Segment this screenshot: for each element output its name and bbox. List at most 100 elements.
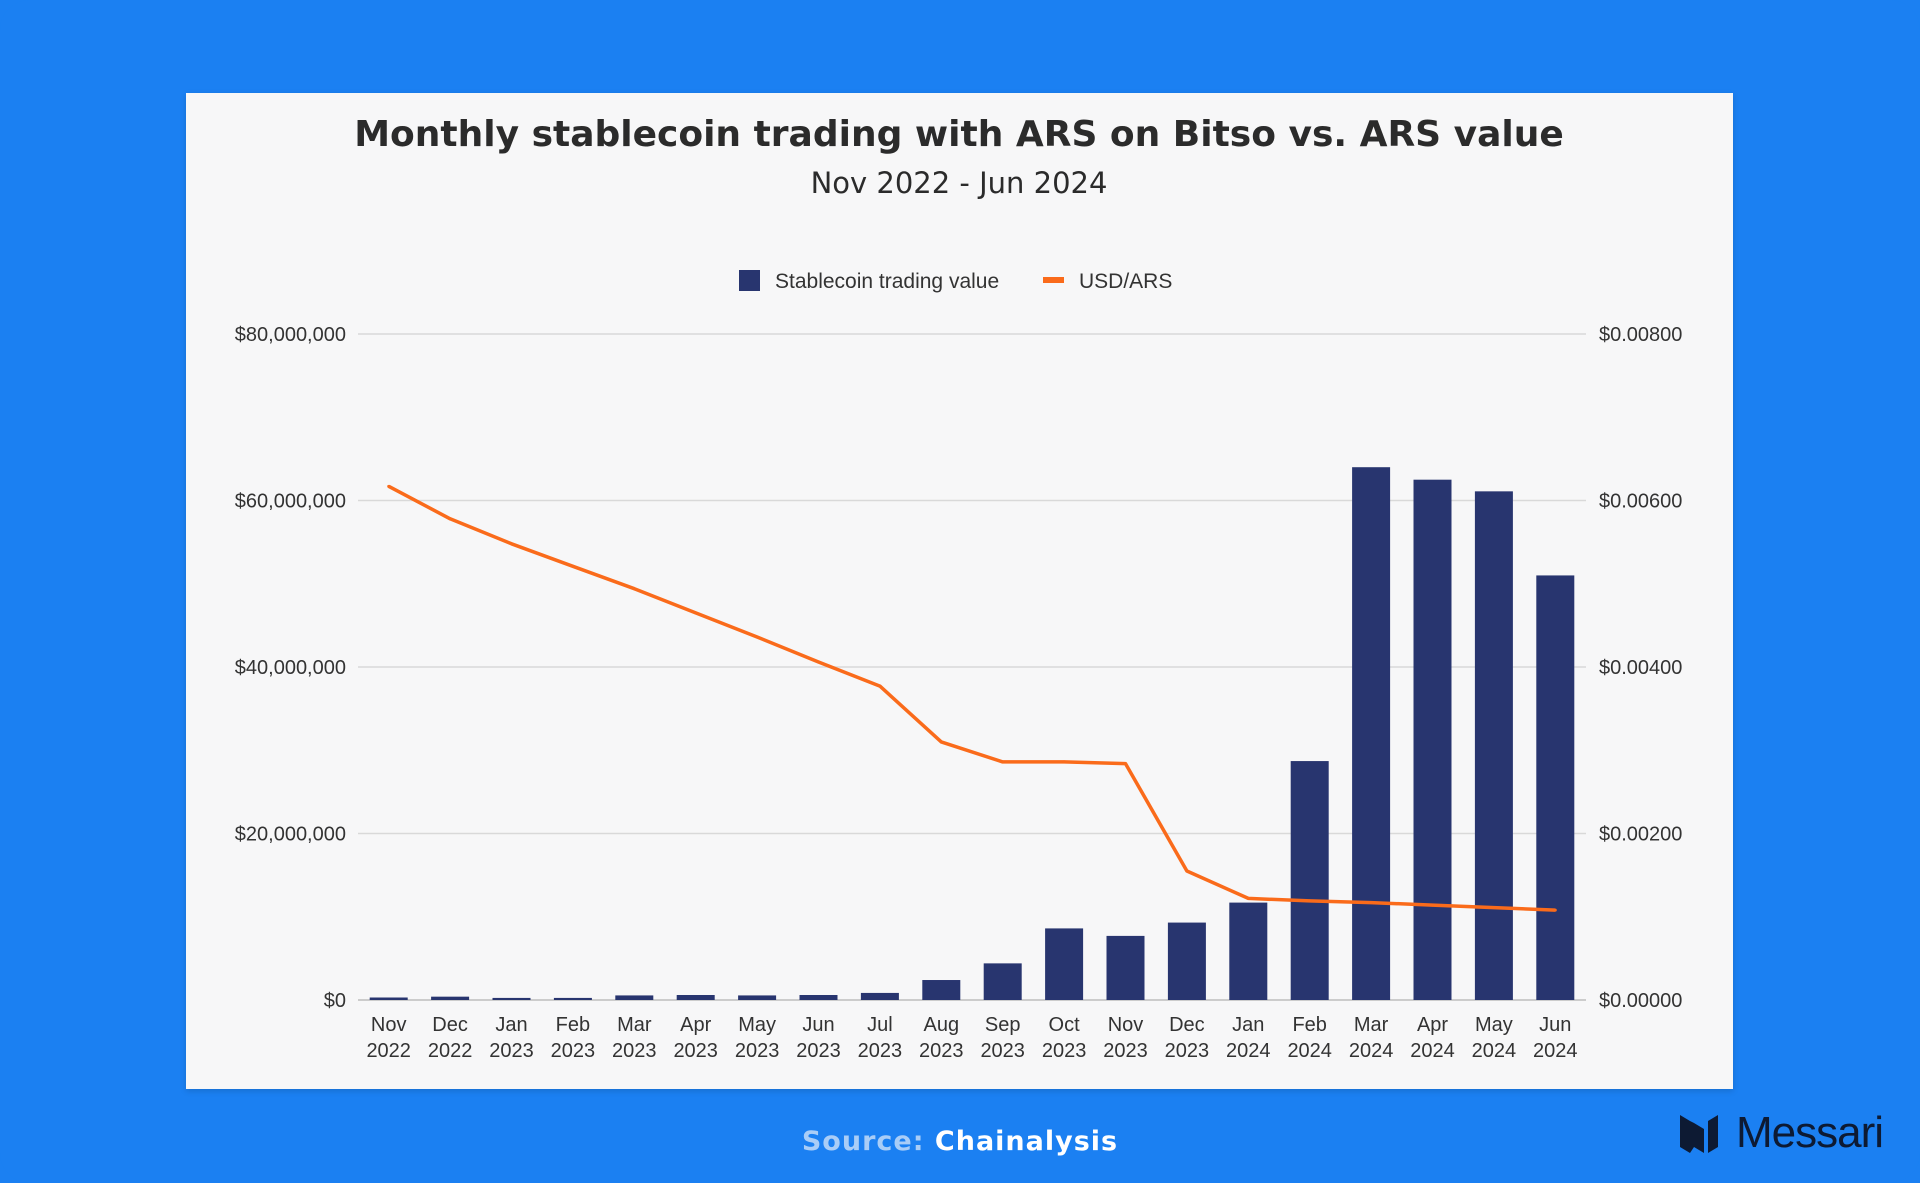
line-point	[1001, 760, 1005, 764]
bar	[1536, 575, 1575, 1000]
x-tick-year: 2023	[673, 1040, 718, 1062]
x-tick-year: 2022	[366, 1040, 411, 1062]
bar	[738, 995, 777, 1000]
line-point	[1246, 896, 1250, 900]
bar	[1352, 467, 1391, 1000]
x-tick-label: Nov	[371, 1014, 407, 1036]
x-axis: Nov 2022 Dec 2022 Jan 2023 Feb 2023 Mar 2023 Apr 20…	[366, 1014, 1577, 1062]
x-tick-label: Apr	[1417, 1014, 1448, 1036]
gridlines	[358, 333, 1586, 1001]
bar	[676, 995, 715, 1000]
chart-subtitle: Nov 2022 - Jun 2024	[811, 166, 1108, 200]
x-tick-label: Mar	[617, 1014, 652, 1036]
bar	[1474, 491, 1513, 1000]
bar	[615, 995, 654, 1000]
line-point	[448, 517, 452, 521]
bar	[1290, 761, 1329, 1000]
line-point	[510, 542, 513, 546]
x-tick-label: Sep	[985, 1014, 1021, 1036]
legend-swatch-bar	[739, 270, 760, 291]
bar	[1106, 935, 1145, 1000]
x-tick-year: 2024	[1287, 1040, 1332, 1062]
x-tick-year: 2023	[735, 1040, 780, 1062]
y-axis-right: $0.00000 $0.00200 $0.00400 $0.00600 $0.00800	[1599, 324, 1682, 1012]
brand-name: Messari	[1736, 1108, 1884, 1157]
x-tick-label: Dec	[432, 1014, 468, 1036]
x-tick-year: 2023	[919, 1040, 964, 1062]
line-point	[1431, 903, 1434, 907]
line-point	[755, 635, 759, 639]
bar	[1045, 928, 1084, 1000]
x-tick-year: 2023	[612, 1040, 657, 1062]
line-point	[1185, 869, 1189, 873]
x-tick-label: Jun	[1539, 1014, 1571, 1036]
x-tick-year: 2024	[1533, 1040, 1578, 1062]
x-tick-label: May	[738, 1014, 776, 1036]
line-point	[939, 740, 943, 744]
bar-series	[369, 467, 1575, 1000]
bar	[860, 992, 899, 1000]
legend-label-bar: Stablecoin trading value	[775, 270, 999, 293]
chart: Monthly stablecoin trading with ARS on B…	[235, 114, 1683, 1062]
y-right-tick-label: $0.00400	[1599, 657, 1682, 679]
x-tick-year: 2023	[796, 1040, 841, 1062]
x-tick-year: 2023	[858, 1040, 903, 1062]
bar	[369, 997, 408, 1000]
x-tick-label: Jul	[867, 1014, 893, 1036]
x-tick-year: 2024	[1472, 1040, 1517, 1062]
line-point	[1553, 908, 1557, 912]
x-tick-label: Dec	[1169, 1014, 1205, 1036]
x-tick-label: May	[1475, 1014, 1513, 1036]
y-left-tick-label: $40,000,000	[235, 657, 346, 679]
x-tick-label: Nov	[1108, 1014, 1144, 1036]
bar	[983, 963, 1022, 1000]
y-left-tick-label: $60,000,000	[235, 491, 346, 513]
y-left-tick-label: $80,000,000	[235, 324, 346, 346]
line-series	[387, 484, 1557, 912]
bar	[553, 997, 592, 1000]
x-tick-label: Feb	[1292, 1014, 1326, 1036]
brand-logo: Messari	[1680, 1108, 1884, 1158]
bar	[492, 997, 531, 1000]
line-point	[571, 564, 575, 568]
x-tick-label: Jan	[495, 1014, 527, 1036]
source-label: Source:	[801, 1126, 925, 1157]
line-point	[1124, 762, 1127, 766]
x-tick-year: 2023	[489, 1040, 534, 1062]
line-point	[1492, 906, 1496, 910]
x-tick-label: Jun	[802, 1014, 834, 1036]
line-point	[1308, 899, 1312, 903]
source-name: Chainalysis	[934, 1126, 1119, 1157]
messari-logo-icon	[1680, 1115, 1718, 1153]
legend-label-line: USD/ARS	[1079, 270, 1172, 293]
x-tick-label: Oct	[1049, 1014, 1081, 1036]
line-point	[1062, 760, 1066, 764]
x-tick-label: Apr	[680, 1014, 711, 1036]
bar	[1229, 902, 1268, 1000]
line-point	[878, 684, 882, 688]
y-right-tick-label: $0.00600	[1599, 491, 1682, 513]
legend-swatch-line	[1043, 277, 1064, 283]
y-left-tick-label: $0	[324, 990, 346, 1012]
line-point	[817, 660, 820, 664]
line-point	[694, 611, 698, 615]
x-tick-label: Feb	[556, 1014, 590, 1036]
x-tick-year: 2023	[1165, 1040, 1210, 1062]
bar	[1167, 922, 1206, 1000]
y-right-tick-label: $0.00000	[1599, 990, 1682, 1012]
legend: Stablecoin trading value USD/ARS	[739, 270, 1172, 293]
x-tick-year: 2023	[980, 1040, 1024, 1062]
x-tick-label: Mar	[1354, 1014, 1389, 1036]
bar	[1413, 479, 1452, 1000]
y-right-tick-label: $0.00200	[1599, 824, 1682, 846]
chart-card: Monthly stablecoin trading with ARS on B…	[186, 93, 1733, 1089]
x-tick-year: 2024	[1349, 1040, 1394, 1062]
y-left-tick-label: $20,000,000	[235, 824, 346, 846]
x-tick-label: Jan	[1232, 1014, 1264, 1036]
x-tick-year: 2024	[1410, 1040, 1455, 1062]
y-right-tick-label: $0.00800	[1599, 324, 1682, 346]
bar	[799, 995, 838, 1000]
y-axis-left: $0 $20,000,000 $40,000,000 $60,000,000 $80,0…	[235, 324, 346, 1012]
usd-ars-line	[387, 484, 1556, 912]
chart-title: Monthly stablecoin trading with ARS on B…	[354, 114, 1564, 155]
